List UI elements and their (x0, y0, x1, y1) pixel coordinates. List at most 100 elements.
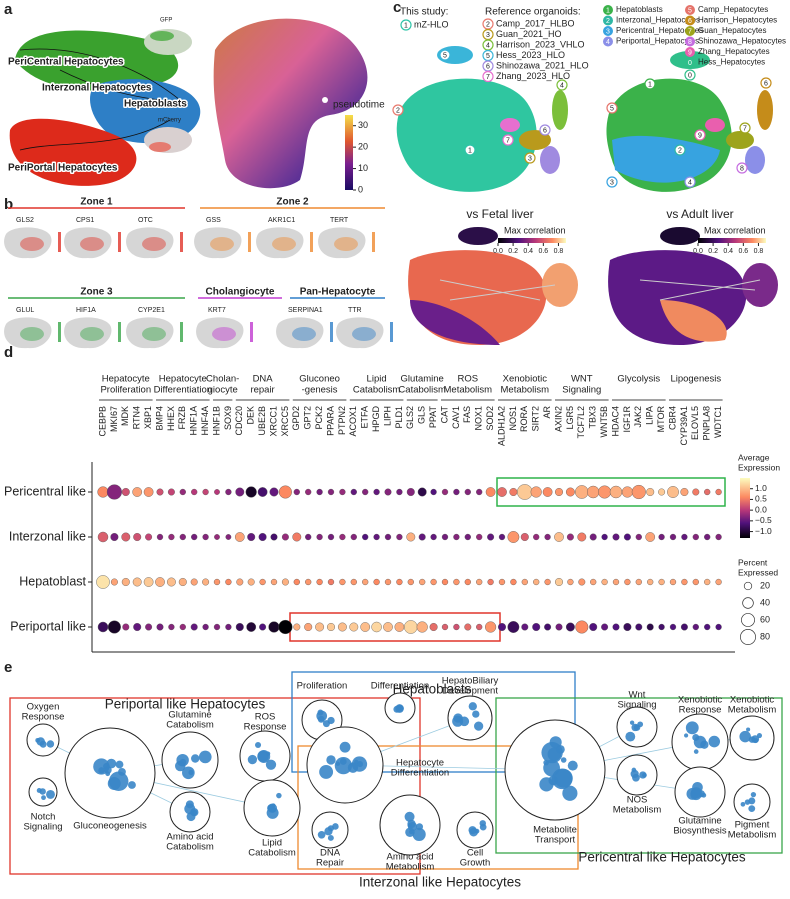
dot (97, 486, 109, 498)
dot (476, 578, 483, 586)
dot (681, 533, 688, 541)
legend-number: 5 (688, 7, 692, 14)
colorbar-tick-label: 0.4 (723, 248, 733, 255)
cluster-marker (694, 129, 706, 141)
dot (565, 487, 575, 497)
legend-number: 2 (396, 107, 400, 114)
size-key-label: 40 (760, 597, 770, 607)
feature-scale (372, 232, 375, 252)
legend-entry: Harrison_Hepatocytes (698, 16, 777, 25)
cluster-number: 3 (610, 179, 614, 186)
gene-label: CBR4 (667, 406, 677, 430)
legend-number: 1 (468, 147, 472, 154)
dot (213, 623, 221, 631)
row-label: Interzonal like (9, 529, 86, 543)
term-node (266, 751, 271, 756)
term-label: Metabolite (533, 825, 577, 836)
term-label: Catabolism (166, 720, 214, 731)
term-node (547, 747, 562, 761)
dot (278, 485, 292, 499)
legend-number: 1 (606, 7, 610, 14)
feature-expression (142, 237, 166, 251)
gene-label: WNT5B (599, 406, 609, 438)
feature-umap (194, 227, 242, 259)
dot (612, 578, 620, 586)
gene-label: PNPLA8 (702, 406, 712, 441)
gene-label: CYP2E1 (138, 307, 165, 314)
gene-label: RTN4 (132, 406, 142, 429)
dot (179, 533, 186, 541)
dot (190, 578, 198, 586)
gene-label: TBX3 (588, 406, 598, 429)
dot (658, 533, 665, 541)
colorbar-tick-label: 0.6 (538, 248, 548, 255)
cluster-title: Hepatoblasts (393, 682, 472, 697)
gene-label: XBP1 (143, 406, 153, 429)
gene-label: LIPA (645, 406, 655, 425)
dot (106, 484, 122, 500)
dot (373, 533, 380, 541)
dot (371, 621, 382, 633)
cluster-number: 0 (688, 72, 692, 79)
term-node (339, 741, 351, 753)
term-node (198, 750, 212, 764)
legend-marker (539, 124, 551, 136)
legend-entry: Shinozawa_Hepatocytes (698, 37, 786, 46)
term-label: Development (442, 686, 498, 697)
feature-scale (118, 232, 121, 252)
dot (645, 532, 656, 542)
dot (419, 578, 426, 586)
legend-number: 8 (688, 39, 692, 46)
dot (396, 533, 403, 541)
legend-number: 7 (506, 137, 510, 144)
term-node (551, 768, 573, 790)
feature-expression (212, 327, 236, 341)
cluster-marker (606, 102, 618, 114)
cluster-number: 1 (648, 81, 652, 88)
colorbar-tick-label: 30 (358, 120, 368, 130)
term-node (36, 788, 42, 793)
feature-expression (272, 237, 296, 251)
gene-label: FAS (462, 406, 472, 423)
gene-label: CEBPB (97, 406, 107, 437)
dot (485, 487, 496, 497)
colorbar-title: Max correlation (704, 225, 766, 235)
dot (598, 485, 612, 499)
dot (235, 622, 244, 632)
dot (544, 533, 551, 541)
dot (485, 621, 497, 633)
gene-label: SOX9 (223, 406, 233, 430)
gene-label: GPT2 (303, 406, 313, 430)
colorbar-tick-label: 0.0 (493, 248, 503, 255)
dot (530, 486, 542, 498)
dot (464, 623, 472, 631)
feature-umap (126, 317, 174, 349)
term-node (182, 766, 195, 780)
gene-label: CPS1 (76, 217, 94, 224)
dot (601, 578, 608, 586)
feature-expression (20, 237, 44, 251)
dot (213, 578, 221, 586)
size-key-label: 20 (760, 580, 770, 590)
term-node (543, 759, 549, 766)
dot (156, 623, 164, 631)
dot (441, 533, 449, 541)
legend-title: This study: (400, 7, 448, 18)
gene-label: XRCC1 (268, 406, 278, 437)
feature-umap (318, 227, 366, 259)
dot (464, 533, 471, 541)
legend-number: 5 (443, 52, 447, 59)
dot (520, 532, 529, 542)
feature-umap (64, 227, 112, 259)
dot (168, 533, 175, 541)
gene-label: TCF7L2 (576, 406, 586, 439)
legend-entry: mZ-HLO (414, 19, 449, 29)
colorbar-tick-label: 0.8 (754, 248, 764, 255)
gene-label: PCK2 (314, 406, 324, 430)
gene-label: HHEX (166, 406, 176, 431)
colorbar (740, 478, 750, 538)
legend-marker (482, 70, 494, 83)
legend-marker (685, 26, 695, 36)
dot (631, 484, 646, 500)
gene-label: BMP4 (154, 406, 164, 431)
